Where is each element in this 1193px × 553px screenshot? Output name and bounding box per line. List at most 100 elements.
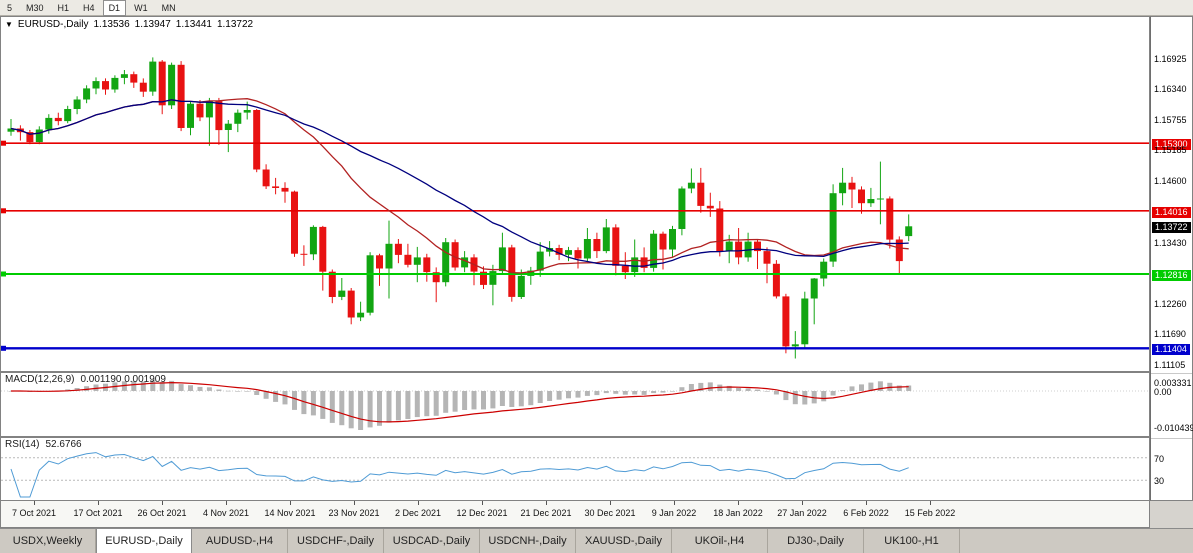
macd-histogram-bar [802, 391, 808, 405]
macd-histogram-bar [651, 391, 657, 394]
chart-tab-usdchf-daily[interactable]: USDCHF-,Daily [288, 529, 384, 553]
macd-histogram-bar [877, 381, 883, 391]
candle-body [612, 227, 620, 266]
price-axis-label: 1.16925 [1154, 53, 1187, 64]
chart-tab-uk100-h1[interactable]: UK100-,H1 [864, 529, 960, 553]
candle-body [829, 193, 837, 262]
chart-tab-eurusd-daily[interactable]: EURUSD-,Daily [96, 529, 192, 553]
candle-body [83, 88, 91, 100]
candle-body [73, 99, 81, 109]
price-axis-label: 30 [1154, 476, 1165, 487]
macd-histogram-bar [518, 391, 524, 407]
macd-histogram-bar [773, 391, 779, 395]
time-axis[interactable]: 7 Oct 2021 17 Oct 2021 26 Oct 2021 4 Nov 20… [0, 501, 1150, 528]
candle-body [102, 81, 109, 90]
macd-histogram-bar [377, 391, 382, 426]
timeframe-button-m30[interactable]: M30 [26, 2, 44, 13]
timeframe-button-w1[interactable]: W1 [134, 2, 148, 13]
price-axis-label: 1.11105 [1154, 360, 1186, 371]
macd-chart[interactable] [1, 373, 1149, 436]
time-axis-tick [546, 501, 547, 505]
macd-histogram-bar [386, 391, 392, 423]
candle-body [886, 198, 894, 240]
rsi-indicator-panel[interactable]: RSI(14) 52.6766 [0, 437, 1150, 501]
macd-histogram-bar [216, 389, 222, 391]
chart-tab-dj30-daily[interactable]: DJ30-,Daily [768, 529, 864, 553]
timeframe-button-5[interactable]: 5 [7, 2, 13, 13]
macd-histogram-bar [556, 391, 562, 400]
macd-histogram-bar [490, 391, 496, 409]
axis-separator [1151, 373, 1192, 374]
macd-histogram-bar [471, 391, 477, 410]
candle-body [669, 229, 676, 250]
chart-symbol-label: EURUSD-,Daily [17, 19, 89, 30]
candle-body [253, 110, 261, 170]
candle-body [725, 241, 733, 252]
time-axis-tick [226, 501, 227, 505]
timeframe-button-h1[interactable]: H1 [57, 2, 70, 13]
chart-tab-audusd-h4[interactable]: AUDUSD-,H4 [192, 529, 288, 553]
date-label: 26 Oct 2021 [137, 508, 187, 518]
macd-histogram-bar [764, 391, 770, 392]
rsi-label: RSI(14) [5, 439, 40, 450]
date-label: 14 Nov 2021 [264, 508, 316, 518]
price-badge: 1.14016 [1152, 206, 1191, 218]
chart-tab-usdcnh-daily[interactable]: USDCNH-,Daily [480, 529, 576, 553]
candle-body [895, 239, 903, 262]
macd-histogram-bar [244, 391, 250, 392]
candle-body [385, 243, 393, 269]
candle-body [867, 199, 875, 204]
moving-average-34 [10, 99, 909, 267]
candle-body [149, 61, 157, 92]
candle-body [262, 169, 270, 187]
rsi-chart[interactable] [1, 438, 1149, 500]
macd-histogram-bar [906, 385, 912, 391]
timeframe-button-h4[interactable]: H4 [83, 2, 95, 13]
macd-histogram-bar [197, 386, 203, 391]
candle-body [754, 241, 761, 252]
candlestick-chart[interactable] [1, 17, 1149, 371]
chart-tab-xauusd-daily[interactable]: XAUUSD-,Daily [576, 529, 672, 553]
chart-tab-ukoil-h4[interactable]: UKOil-,H4 [672, 529, 768, 553]
candle-body [168, 64, 176, 106]
line-left-marker [1, 271, 6, 277]
candle-body [498, 247, 506, 272]
candle-body [45, 117, 53, 130]
candle-body [357, 312, 365, 318]
chart-tab-usdcad-daily[interactable]: USDCAD-,Daily [384, 529, 480, 553]
macd-histogram-bar [225, 390, 231, 392]
macd-histogram-bar [613, 391, 619, 394]
macd-histogram-bar [547, 391, 553, 401]
price-axis-label: -0.010439 [1154, 423, 1193, 433]
candle-body [442, 242, 450, 283]
macd-histogram-bar [348, 391, 354, 429]
macd-histogram-bar [622, 391, 628, 395]
candle-body [319, 226, 327, 272]
candle-body [35, 129, 43, 143]
macd-histogram-bar [339, 391, 345, 426]
chart-tab-usdx-weekly[interactable]: USDX,Weekly [0, 529, 96, 553]
main-chart-panel[interactable]: ▼ EURUSD-,Daily 1.13536 1.13947 1.13441 … [0, 16, 1150, 372]
price-badge: 1.15300 [1152, 139, 1191, 151]
macd-histogram-bar [150, 380, 156, 391]
timeframe-button-mn[interactable]: MN [161, 2, 176, 13]
line-left-marker [1, 208, 6, 214]
macd-histogram-bar [443, 391, 449, 413]
macd-histogram-bar [594, 391, 600, 396]
macd-histogram-bar [131, 381, 137, 391]
candle-body [631, 257, 639, 273]
candle-body [536, 251, 544, 271]
candle-body [650, 233, 658, 268]
candle-body [839, 182, 847, 194]
candle-body [848, 182, 856, 190]
candle-body [291, 191, 298, 254]
macd-histogram-bar [263, 391, 269, 399]
candle-body [243, 110, 251, 113]
macd-histogram-bar [641, 391, 647, 395]
macd-histogram-bar [698, 382, 704, 391]
axis-separator [1151, 438, 1192, 439]
price-axis[interactable]: 1.15300 1.14016 1.12816 1.11404 1.16925 1.163… [1150, 16, 1193, 501]
macd-indicator-panel[interactable]: MACD(12,26,9) 0.001190 0.001909 [0, 372, 1150, 437]
candle-body [706, 205, 714, 209]
timeframe-button-d1[interactable]: D1 [102, 0, 127, 16]
